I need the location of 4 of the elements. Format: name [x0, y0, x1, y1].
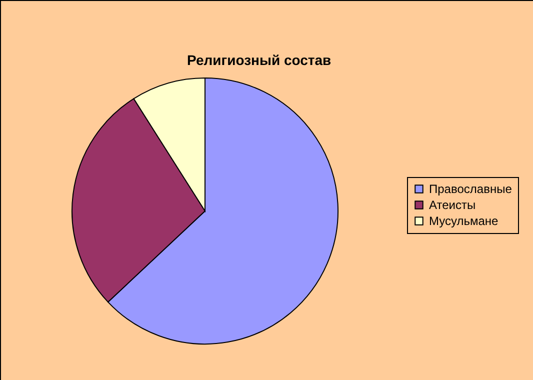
legend-label: Мусульмане	[429, 214, 499, 228]
legend-label: Православные	[429, 182, 512, 196]
chart-title: Религиозный состав	[187, 52, 332, 68]
legend-label: Атеисты	[429, 198, 476, 212]
